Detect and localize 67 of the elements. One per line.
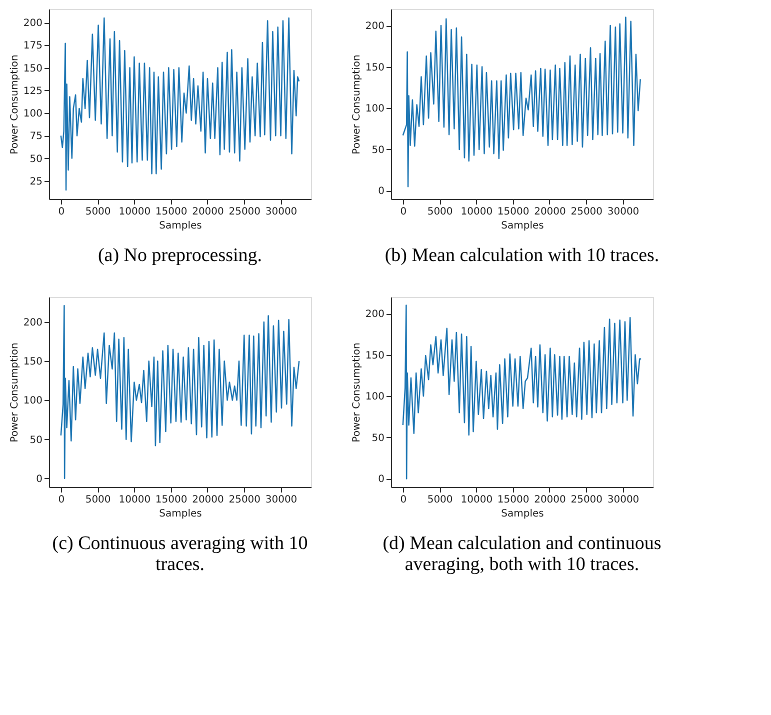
text: (b) Mean calculation with 10 traces. (384, 245, 660, 266)
x-tick-label: 25000 (570, 494, 603, 506)
x-tick-label: 15000 (155, 494, 188, 506)
x-tick-label: 25000 (228, 494, 261, 506)
y-tick-label: 100 (23, 108, 42, 120)
x-tick-label: 20000 (192, 494, 224, 506)
x-tick-label: 0 (58, 494, 65, 506)
text: (d) Mean calculation and continuous averaging, both with 10 traces. (382, 533, 662, 575)
x-axis-title: Samples (159, 220, 202, 232)
text: (a) No preprocessing. (98, 245, 262, 266)
y-axis-title: Power Consumption (9, 54, 20, 154)
y-tick-label: 50 (372, 144, 384, 156)
x-tick-label: 30000 (607, 494, 640, 506)
x-tick-label: 0 (400, 206, 407, 218)
y-tick-label: 150 (365, 62, 384, 74)
line-series (60, 304, 300, 480)
y-tick-label: 0 (36, 474, 42, 485)
x-tick-label: 5000 (85, 206, 111, 218)
x-tick-label: 15000 (155, 206, 188, 218)
y-tick-label: 125 (23, 86, 42, 97)
y-tick-label: 50 (372, 432, 384, 444)
y-tick-label: 200 (365, 21, 384, 32)
x-tick-label: 10000 (118, 206, 151, 218)
y-tick-label: 150 (365, 350, 384, 362)
x-tick-label: 25000 (228, 206, 261, 218)
x-tick-label: 20000 (534, 494, 566, 506)
y-tick-label: 200 (23, 18, 42, 30)
y-tick-label: 200 (23, 318, 42, 329)
x-tick-label: 30000 (265, 206, 298, 218)
y-tick-label: 50 (30, 434, 42, 446)
y-tick-label: 150 (23, 63, 42, 74)
y-axis-title: Power Consumption (9, 342, 20, 442)
line-series (402, 304, 642, 480)
text: (c) Continuous averaging with 10 traces. (52, 533, 308, 575)
x-tick-label: 20000 (534, 206, 566, 218)
x-tick-label: 10000 (460, 494, 493, 506)
y-tick-label: 50 (30, 154, 42, 165)
y-tick-label: 100 (365, 104, 384, 115)
y-tick-label: 100 (23, 396, 42, 407)
x-tick-label: 30000 (607, 206, 640, 218)
x-tick-label: 5000 (427, 494, 453, 506)
y-tick-label: 200 (365, 309, 384, 320)
x-tick-label: 5000 (427, 206, 453, 218)
x-tick-label: 0 (400, 494, 407, 506)
y-tick-label: 150 (23, 356, 42, 368)
y-axis-title: Power Consumption (351, 54, 362, 154)
x-tick-label: 10000 (460, 206, 493, 218)
x-tick-label: 30000 (265, 494, 298, 506)
y-tick-label: 0 (378, 186, 384, 198)
x-tick-label: 20000 (192, 206, 224, 218)
x-tick-label: 15000 (497, 494, 530, 506)
line-series (60, 17, 300, 191)
y-axis-title: Power Consumption (351, 342, 362, 442)
x-tick-label: 5000 (85, 494, 111, 506)
x-tick-label: 25000 (570, 206, 603, 218)
y-tick-label: 0 (378, 474, 384, 486)
line-series (402, 16, 642, 188)
y-tick-label: 175 (23, 40, 42, 52)
x-tick-label: 10000 (118, 494, 151, 506)
x-tick-label: 0 (58, 206, 65, 218)
y-tick-label: 75 (30, 131, 42, 142)
y-tick-label: 100 (365, 392, 384, 403)
y-tick-label: 25 (30, 176, 42, 188)
x-axis-title: Samples (501, 220, 544, 232)
x-tick-label: 15000 (497, 206, 530, 218)
x-axis-title: Samples (501, 508, 544, 520)
x-axis-title: Samples (159, 508, 202, 520)
